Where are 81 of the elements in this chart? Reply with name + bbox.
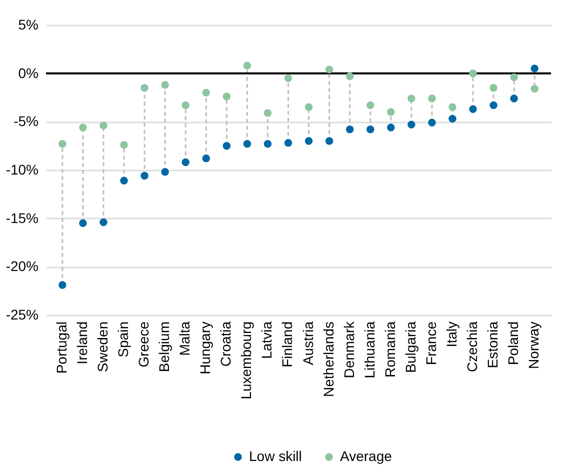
point	[58, 140, 66, 148]
point	[120, 141, 128, 149]
y-tick-label: -15%	[6, 210, 38, 226]
point	[284, 74, 292, 82]
point	[346, 72, 354, 80]
point	[469, 69, 477, 78]
point	[448, 114, 456, 123]
y-tick-label: -10%	[6, 162, 38, 178]
point	[428, 94, 436, 102]
point	[448, 103, 456, 112]
x-tick-label: Belgium	[156, 322, 172, 372]
point	[140, 172, 148, 180]
point	[490, 101, 498, 110]
point	[346, 126, 354, 134]
x-tick-label: Hungary	[197, 322, 214, 374]
x-tick-label: Spain	[115, 322, 132, 358]
x-tick-label: Italy	[443, 322, 460, 348]
point	[182, 101, 190, 110]
x-tick-label: Czechia	[464, 321, 480, 372]
point	[58, 281, 66, 289]
point	[161, 168, 169, 176]
point	[100, 122, 108, 130]
x-tick-label: Bulgaria	[402, 321, 418, 373]
point	[387, 124, 395, 132]
x-tick-label: Ireland	[74, 322, 90, 364]
y-tick-label: -20%	[6, 258, 38, 274]
point	[182, 158, 190, 166]
point	[304, 103, 313, 112]
x-tick-label: Netherlands	[320, 322, 336, 397]
point	[161, 81, 169, 89]
point	[243, 140, 252, 148]
point	[222, 92, 231, 100]
point	[325, 66, 334, 74]
y-tick-label: -25%	[6, 306, 38, 322]
point	[428, 118, 436, 126]
point	[325, 137, 334, 145]
point	[510, 73, 518, 82]
point	[100, 218, 108, 226]
x-tick-label: France	[422, 321, 439, 366]
point	[530, 84, 538, 93]
point	[490, 84, 498, 92]
point	[304, 137, 313, 145]
point	[469, 105, 477, 113]
point	[510, 94, 518, 102]
x-tick-label: Norway	[526, 322, 542, 369]
x-tick-label: Austria	[300, 321, 316, 366]
point	[120, 176, 128, 184]
point	[530, 64, 538, 72]
point	[408, 120, 416, 128]
point	[387, 108, 395, 116]
x-tick-label: Poland	[505, 322, 522, 366]
x-tick-label: Malta	[176, 321, 193, 356]
y-tick-label: 5%	[18, 16, 38, 32]
x-tick-label: Denmark	[340, 320, 357, 378]
point	[202, 154, 210, 162]
y-tick-label: 0%	[18, 64, 38, 81]
x-tick-label: Sweden	[94, 322, 110, 372]
x-tick-label: Croatia	[218, 321, 234, 367]
point	[243, 62, 252, 70]
x-tick-label: Estonia	[484, 321, 501, 368]
point	[202, 88, 210, 97]
point	[366, 101, 374, 110]
point	[79, 124, 87, 132]
point	[366, 126, 374, 134]
x-tick-label: Luxembourg	[238, 322, 254, 400]
point	[264, 109, 272, 117]
x-tick-label: Greece	[136, 321, 152, 368]
x-tick-label: Romania	[382, 321, 398, 378]
point	[284, 139, 292, 147]
y-tick-label: -5%	[14, 113, 38, 130]
legend-label: Low skill	[249, 448, 302, 464]
point	[140, 84, 148, 92]
point	[79, 219, 87, 228]
x-tick-label: Portugal	[53, 322, 70, 374]
x-tick-label: Latvia	[258, 321, 275, 359]
point	[408, 94, 416, 102]
x-tick-label: Finland	[279, 322, 296, 368]
legend-label: Average	[340, 448, 392, 464]
point	[264, 140, 272, 148]
point	[222, 142, 231, 150]
x-tick-label: Lithuania	[361, 321, 378, 378]
